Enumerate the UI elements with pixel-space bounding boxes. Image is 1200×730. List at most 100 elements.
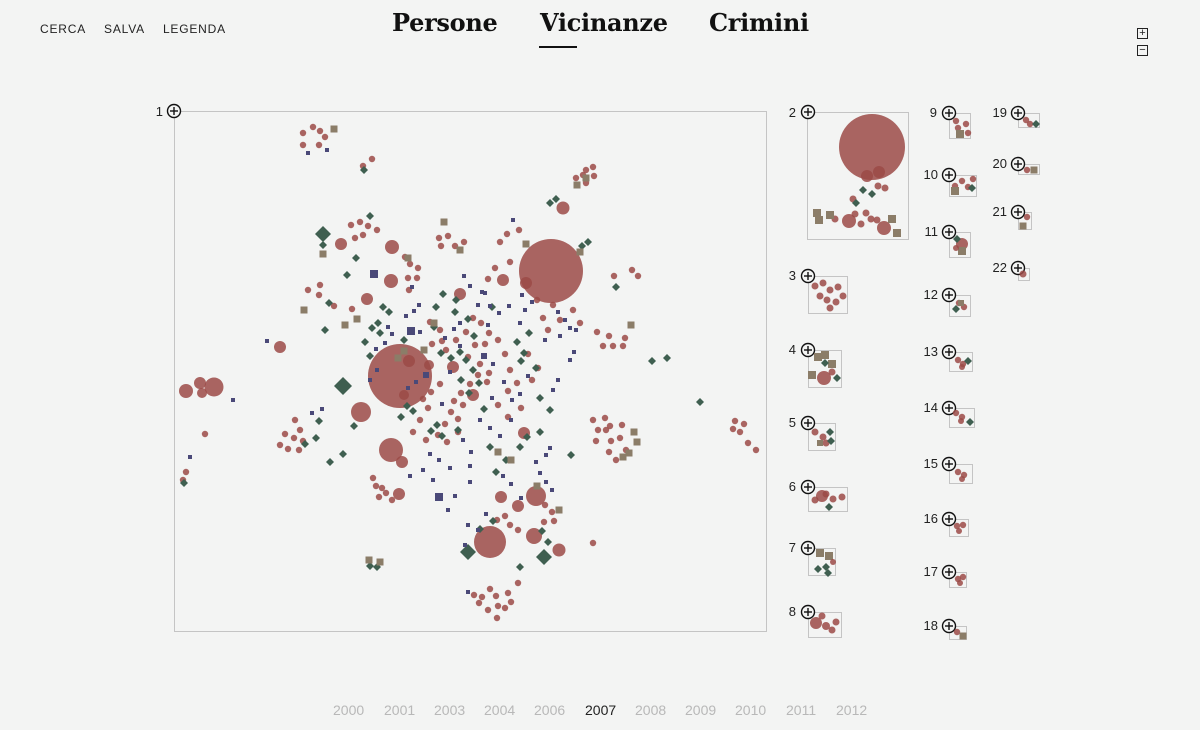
crime-node [366, 352, 374, 360]
cluster-panel-19[interactable] [1018, 113, 1040, 128]
tab-vicinanze[interactable]: Vicinanze [540, 8, 668, 37]
cluster-panel-8[interactable] [808, 612, 842, 638]
person-node [369, 474, 377, 482]
expand-cluster-8-button[interactable] [800, 604, 816, 620]
expand-cluster-10-button[interactable] [941, 167, 957, 183]
expand-cluster-5-button[interactable] [800, 415, 816, 431]
expand-cluster-6-button[interactable] [800, 479, 816, 495]
year-2001[interactable]: 2001 [384, 702, 416, 718]
cluster-panel-1[interactable] [174, 111, 767, 632]
cluster-panel-15[interactable] [949, 464, 973, 484]
event-node [462, 274, 466, 278]
event-node [410, 285, 414, 289]
expand-cluster-17-button[interactable] [941, 564, 957, 580]
expand-cluster-4-button[interactable] [800, 342, 816, 358]
cluster-panel-16[interactable] [949, 519, 969, 537]
crime-node [966, 418, 974, 426]
cluster-number-12: 12 [923, 287, 938, 302]
crime-node [460, 544, 476, 560]
cluster-panel-12[interactable] [949, 295, 971, 317]
cluster-number-5: 5 [788, 415, 796, 430]
person-node [953, 522, 961, 530]
year-2003[interactable]: 2003 [434, 702, 466, 718]
expand-cluster-2-button[interactable] [800, 104, 816, 120]
expand-cluster-1-button[interactable] [166, 103, 182, 119]
expand-cluster-21-button[interactable] [1010, 204, 1026, 220]
year-2004[interactable]: 2004 [484, 702, 516, 718]
expand-cluster-16-button[interactable] [941, 511, 957, 527]
place-node [888, 215, 896, 223]
person-node [839, 114, 905, 180]
expand-cluster-13-button[interactable] [941, 344, 957, 360]
crime-node [1032, 120, 1040, 128]
event-node [483, 291, 487, 295]
place-node [813, 209, 821, 217]
cluster-number-20: 20 [992, 156, 1007, 171]
expand-cluster-7-button[interactable] [800, 540, 816, 556]
tab-persone[interactable]: Persone [392, 8, 498, 37]
search-link[interactable]: CERCA [40, 22, 87, 36]
person-node [388, 496, 396, 504]
crime-node [827, 437, 835, 445]
person-node [274, 341, 286, 353]
year-2011[interactable]: 2011 [786, 702, 817, 718]
year-2012[interactable]: 2012 [836, 702, 868, 718]
person-node [485, 329, 493, 337]
cluster-panel-9[interactable] [949, 113, 971, 139]
expand-cluster-9-button[interactable] [941, 105, 957, 121]
cluster-panel-11[interactable] [949, 232, 971, 258]
expand-cluster-12-button[interactable] [941, 287, 957, 303]
person-node [351, 234, 359, 242]
place-node [958, 247, 966, 255]
year-2010[interactable]: 2010 [735, 702, 767, 718]
person-node [602, 426, 610, 434]
legend-link[interactable]: LEGENDA [162, 22, 226, 36]
cluster-panel-6[interactable] [808, 487, 848, 512]
crime-node [489, 517, 497, 525]
cluster-panel-4[interactable] [808, 350, 842, 388]
year-2007[interactable]: 2007 [585, 702, 617, 718]
expand-cluster-14-button[interactable] [941, 400, 957, 416]
crime-node [397, 413, 405, 421]
cluster-panel-10[interactable] [949, 175, 977, 197]
person-node [599, 342, 607, 350]
person-node [378, 484, 386, 492]
crime-node [403, 402, 411, 410]
year-2006[interactable]: 2006 [534, 702, 566, 718]
cluster-panel-2[interactable] [807, 112, 909, 240]
cluster-panel-13[interactable] [949, 352, 973, 372]
crime-node [492, 468, 500, 476]
person-node [501, 350, 509, 358]
person-node [382, 489, 390, 497]
place-node [826, 211, 834, 219]
tab-crimini[interactable]: Crimini [709, 8, 809, 37]
crime-node [546, 199, 554, 207]
cluster-panel-5[interactable] [808, 423, 836, 451]
save-link[interactable]: SALVA [104, 22, 145, 36]
person-node [474, 371, 482, 379]
expand-cluster-3-button[interactable] [800, 268, 816, 284]
person-node [475, 599, 483, 607]
expand-cluster-19-button[interactable] [1010, 105, 1026, 121]
person-node [1026, 120, 1034, 128]
cluster-panel-3[interactable] [808, 276, 848, 314]
person-node [384, 274, 398, 288]
year-2000[interactable]: 2000 [333, 702, 365, 718]
person-node [506, 521, 514, 529]
cluster-number-8: 8 [788, 604, 796, 619]
zoom-out-button[interactable]: − [1137, 45, 1148, 56]
event-node [534, 460, 538, 464]
event-node [417, 303, 421, 307]
person-node [556, 201, 570, 215]
crime-node [385, 308, 393, 316]
cluster-panel-14[interactable] [949, 408, 975, 428]
year-2009[interactable]: 2009 [685, 702, 717, 718]
expand-cluster-11-button[interactable] [941, 224, 957, 240]
expand-cluster-18-button[interactable] [941, 618, 957, 634]
expand-cluster-20-button[interactable] [1010, 156, 1026, 172]
zoom-in-button[interactable]: + [1137, 28, 1148, 39]
top-nav: CERCA SALVA LEGENDA [40, 22, 226, 36]
expand-cluster-15-button[interactable] [941, 456, 957, 472]
cluster-panel-17[interactable] [949, 572, 967, 588]
year-2008[interactable]: 2008 [635, 702, 667, 718]
